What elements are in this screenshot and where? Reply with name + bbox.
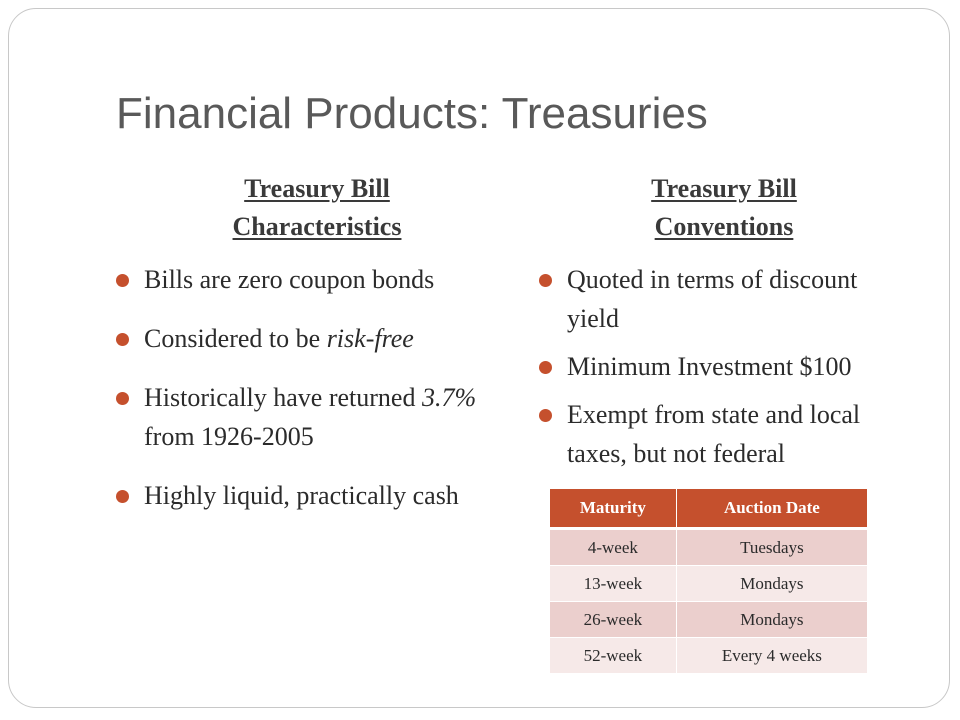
characteristics-list: Bills are zero coupon bonds Considered t… [116, 260, 491, 535]
bullet-text-after: from 1926-2005 [144, 422, 314, 451]
list-item: Quoted in terms of discount yield [539, 260, 914, 338]
slide-frame: Financial Products: Treasuries Treasury … [8, 8, 950, 708]
bullet-emphasis: 3.7% [421, 383, 477, 412]
list-item: Minimum Investment $100 [539, 347, 914, 386]
conventions-list: Quoted in terms of discount yield Minimu… [539, 260, 914, 482]
bullet-text: Historically have returned [144, 383, 422, 412]
maturity-cell: 26-week [550, 601, 677, 638]
auction-date-cell: Mondays [676, 601, 867, 638]
table-row: 13-week Mondays [550, 565, 867, 602]
bullet-text: Highly liquid, practically cash [144, 481, 459, 510]
auction-date-cell: Every 4 weeks [676, 637, 867, 674]
list-item: Exempt from state and local taxes, but n… [539, 395, 914, 473]
characteristics-heading-line1: Treasury Bill [244, 174, 390, 203]
auction-date-cell: Tuesdays [676, 528, 867, 566]
list-item: Considered to be risk-free [116, 319, 491, 358]
list-item: Historically have returned 3.7% from 192… [116, 378, 491, 456]
bullet-text: Bills are zero coupon bonds [144, 265, 435, 294]
conventions-heading-line1: Treasury Bill [651, 174, 797, 203]
conventions-heading-line2: Conventions [654, 212, 794, 241]
auction-date-cell: Mondays [676, 565, 867, 602]
maturity-cell: 13-week [550, 565, 677, 602]
characteristics-heading: Treasury Bill Characteristics [159, 170, 475, 246]
column-header-maturity: Maturity [550, 489, 677, 530]
table-header-row: Maturity Auction Date [550, 489, 867, 530]
slide-title: Financial Products: Treasuries [116, 89, 708, 138]
characteristics-heading-line2: Characteristics [232, 212, 402, 241]
bullet-text: Minimum Investment $100 [567, 352, 852, 381]
bullet-emphasis: risk-free [326, 324, 414, 353]
bullet-text: Considered to be [144, 324, 327, 353]
table-row: 4-week Tuesdays [550, 528, 867, 566]
column-header-auction-date: Auction Date [676, 489, 867, 530]
bullet-text: Quoted in terms of discount yield [567, 265, 858, 333]
list-item: Bills are zero coupon bonds [116, 260, 491, 299]
conventions-heading: Treasury Bill Conventions [559, 170, 889, 246]
auction-table: Maturity Auction Date 4-week Tuesdays 13… [550, 489, 867, 674]
list-item: Highly liquid, practically cash [116, 476, 491, 515]
maturity-cell: 4-week [550, 528, 677, 566]
table-row: 52-week Every 4 weeks [550, 637, 867, 674]
bullet-text: Exempt from state and local taxes, but n… [567, 400, 861, 468]
maturity-cell: 52-week [550, 637, 677, 674]
table-row: 26-week Mondays [550, 601, 867, 638]
